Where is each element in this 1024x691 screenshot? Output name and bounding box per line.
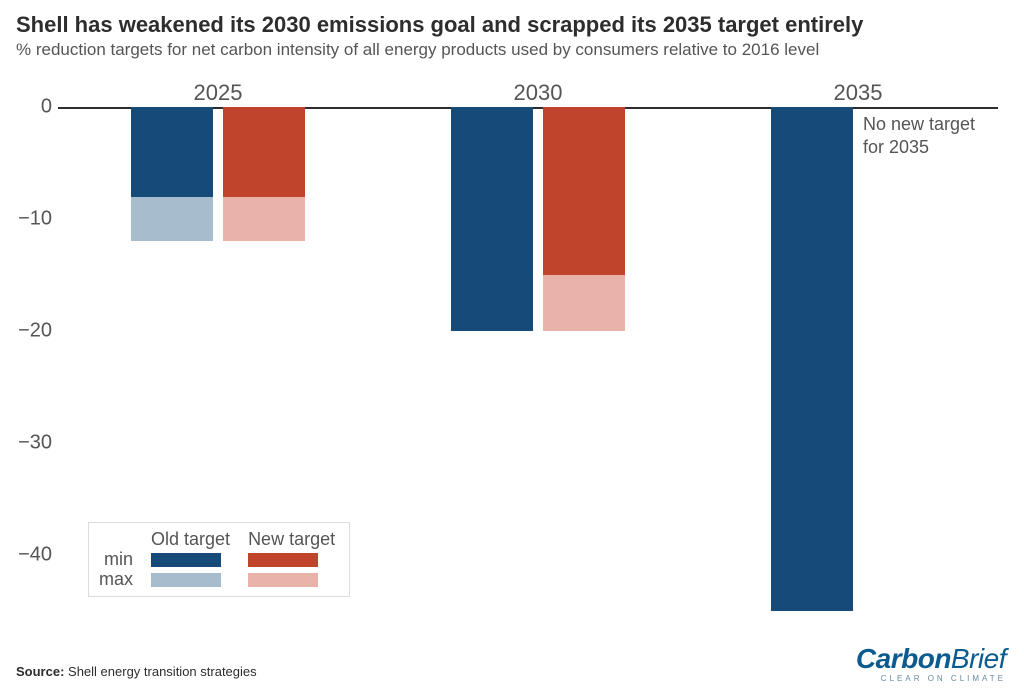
legend-swatch	[151, 553, 221, 567]
group-label-2030: 2030	[514, 80, 563, 106]
chart-subtitle: % reduction targets for net carbon inten…	[0, 40, 1024, 70]
bar-2025-old-min	[131, 107, 213, 197]
logo-left: Carbon	[856, 643, 951, 674]
y-tick-label: −30	[12, 432, 52, 455]
bar-2030-new-max	[543, 275, 625, 331]
legend-row-label: max	[99, 570, 133, 590]
bar-2030-old-min	[451, 107, 533, 331]
legend-swatch	[248, 553, 318, 567]
source-label: Source:	[16, 664, 64, 679]
logo-right: Brief	[951, 643, 1006, 674]
group-label-2035: 2035	[834, 80, 883, 106]
legend-swatch	[248, 573, 318, 587]
carbonbrief-logo: CarbonBrief CLEAR ON CLIMATE	[856, 645, 1006, 683]
chart-title: Shell has weakened its 2030 emissions go…	[0, 0, 1024, 40]
y-tick-label: 0	[12, 96, 52, 119]
bar-2025-new-min	[223, 107, 305, 197]
legend-swatch	[151, 573, 221, 587]
source-text: Shell energy transition strategies	[68, 664, 257, 679]
annotation-2035: No new target for 2035	[863, 113, 975, 158]
logo-tagline: CLEAR ON CLIMATE	[856, 675, 1006, 683]
y-tick-label: −20	[12, 320, 52, 343]
legend-row-label: min	[99, 550, 133, 570]
y-tick-label: −10	[12, 208, 52, 231]
source-line: Source: Shell energy transition strategi…	[16, 664, 257, 679]
bar-2035-old-min	[771, 107, 853, 611]
bar-2025-old-max	[131, 197, 213, 242]
group-label-2025: 2025	[194, 80, 243, 106]
y-tick-label: −40	[12, 544, 52, 567]
legend: Old target New target minmax	[88, 522, 350, 597]
bar-2025-new-max	[223, 197, 305, 242]
legend-header: New target	[248, 529, 335, 550]
bar-2030-new-min	[543, 107, 625, 275]
legend-header: Old target	[151, 529, 230, 550]
chart-plot-area: 0−10−20−30−40202520302035No new target f…	[58, 82, 998, 622]
